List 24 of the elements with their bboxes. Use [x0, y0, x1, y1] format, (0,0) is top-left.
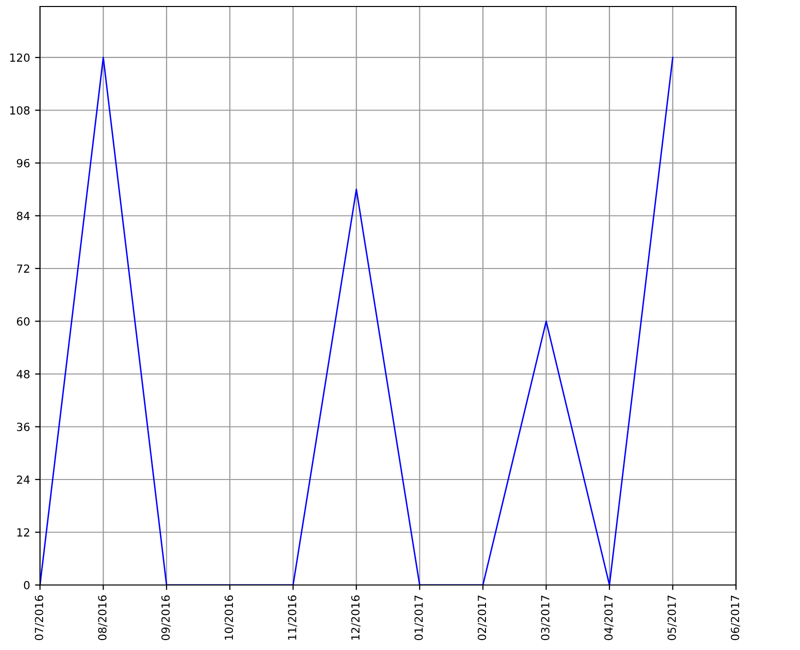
y-tick-label: 60 — [16, 317, 30, 326]
y-tick-label: 120 — [10, 53, 30, 62]
y-tick-label: 0 — [24, 580, 30, 590]
y-tick-label: 48 — [16, 370, 30, 378]
x-tick-label: 01/2017 — [414, 596, 424, 640]
y-tick-label: 72 — [17, 264, 30, 273]
y-tick-label: 84 — [16, 212, 30, 220]
y-tick-label: 96 — [16, 158, 30, 168]
x-tick-label: 10/2016 — [224, 595, 234, 640]
y-tick-label: 108 — [10, 106, 30, 115]
y-tick-label: 36 — [16, 422, 30, 432]
y-tick-label: 12 — [17, 528, 30, 536]
x-tick-label: 05/2017 — [668, 596, 677, 640]
line-series — [40, 56, 674, 585]
x-tick-label: 09/2016 — [161, 595, 171, 640]
x-tick-label: 08/2016 — [98, 595, 108, 640]
x-tick-label: 07/2016 — [34, 595, 44, 640]
y-tick-label: 24 — [16, 475, 30, 484]
x-tick-label: 12/2016 — [351, 595, 360, 640]
x-tick-label: 11/2016 — [288, 595, 298, 640]
x-tick-label: 04/2017 — [604, 596, 614, 640]
x-tick-label: 02/2017 — [478, 596, 488, 640]
x-tick-label: 03/2017 — [541, 596, 550, 640]
x-tick-label: 06/2017 — [730, 596, 740, 640]
